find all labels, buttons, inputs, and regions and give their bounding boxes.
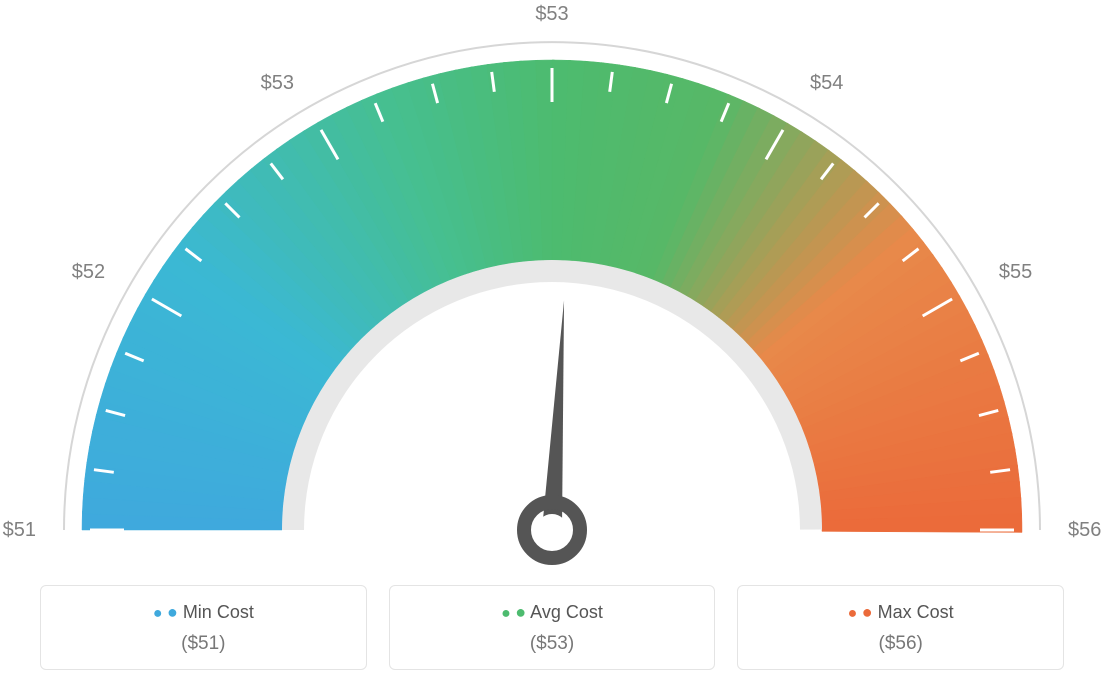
tick-label: $54 — [810, 72, 843, 94]
tick-label: $51 — [3, 519, 36, 541]
legend-min: ● Min Cost ($51) — [40, 585, 367, 670]
gauge-svg: $51 $52 $53 $53 $54 $55 $56 — [0, 0, 1104, 570]
tick-label: $53 — [535, 3, 568, 25]
legend-row: ● Min Cost ($51) ● Avg Cost ($53) ● Max … — [40, 585, 1064, 670]
tick-label: $53 — [261, 72, 294, 94]
legend-avg-value: ($53) — [400, 633, 705, 655]
cost-gauge: $51 $52 $53 $53 $54 $55 $56 — [0, 0, 1104, 560]
tick-label: $52 — [72, 261, 105, 283]
legend-max: ● Max Cost ($56) — [737, 585, 1064, 670]
legend-max-value: ($56) — [748, 633, 1053, 655]
tick-label: $55 — [999, 261, 1032, 283]
legend-min-label: ● Min Cost — [51, 602, 356, 623]
tick-label: $56 — [1068, 519, 1101, 541]
legend-avg-label: ● Avg Cost — [400, 602, 705, 623]
legend-max-label: ● Max Cost — [748, 602, 1053, 623]
legend-avg: ● Avg Cost ($53) — [389, 585, 716, 670]
legend-min-value: ($51) — [51, 633, 356, 655]
